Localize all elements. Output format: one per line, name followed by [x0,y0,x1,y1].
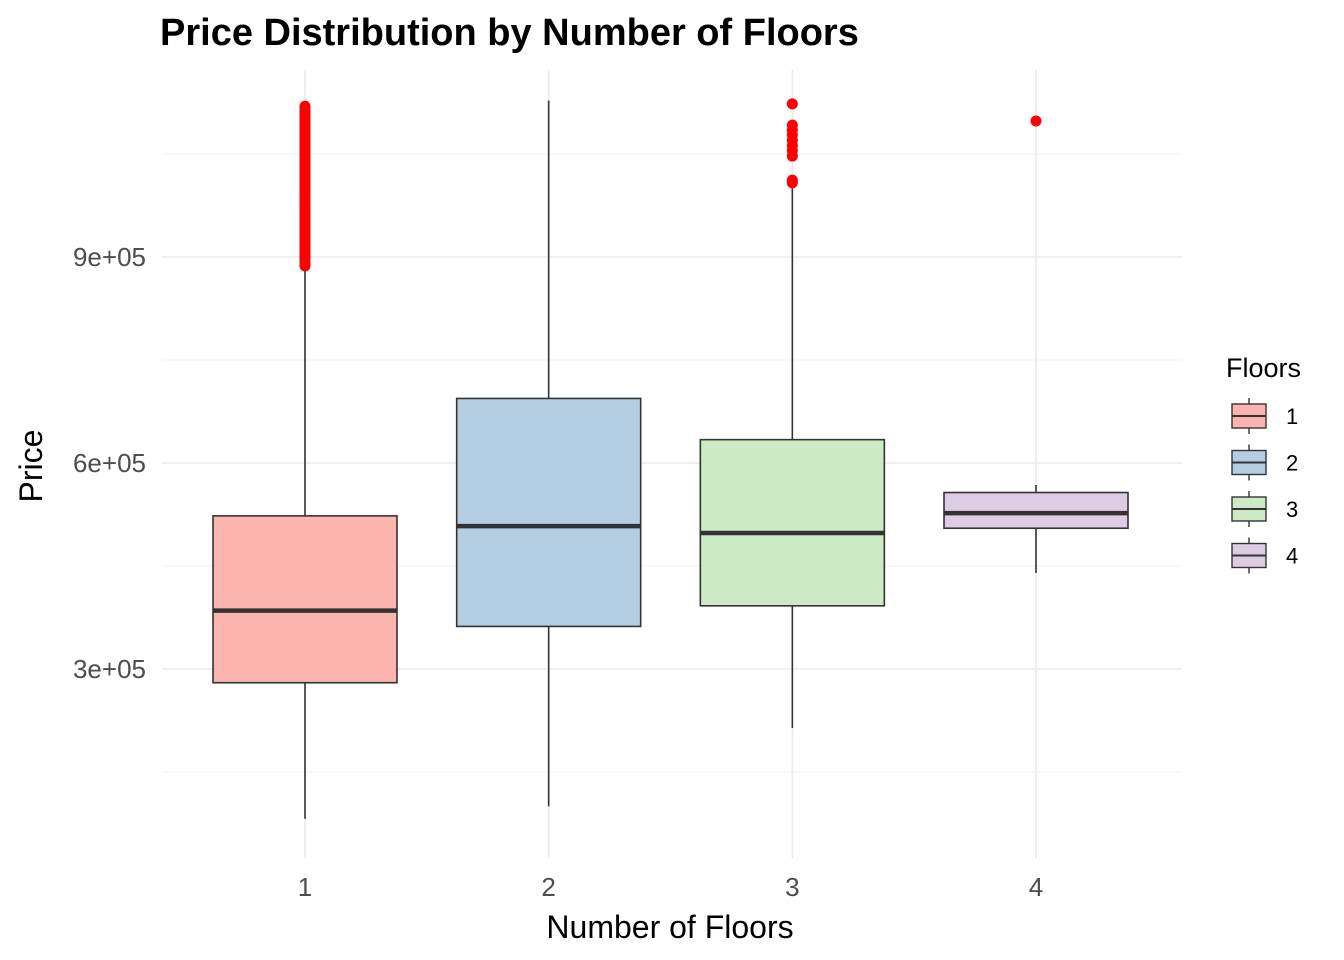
iqr-box [212,515,398,684]
legend-title: Floors [1226,353,1301,383]
major-gridlines [162,70,1182,858]
legend-item-1: 1 [1231,398,1298,434]
outlier-point [1030,115,1042,127]
outlier-point [786,98,798,110]
legend-item-4: 4 [1231,537,1298,574]
box-floor-1 [212,100,398,819]
y-tick-label: 9e+05 [73,242,146,272]
box-floor-4 [943,115,1129,573]
legend-item-2: 2 [1231,444,1298,481]
x-axis-title: Number of Floors [546,909,793,945]
legend-label: 3 [1286,497,1298,522]
x-axis-ticks: 1 2 3 4 [298,872,1043,902]
box-floor-3 [699,98,886,729]
chart-title: Price Distribution by Number of Floors [160,12,859,54]
legend: Floors 1 2 3 4 [1226,353,1301,574]
x-tick-label: 3 [785,872,799,902]
boxes [212,98,1129,819]
x-tick-label: 2 [541,872,555,902]
legend-label: 2 [1286,451,1298,476]
legend-label: 4 [1286,544,1298,569]
iqr-box [455,397,642,628]
outlier-point [786,119,798,131]
y-tick-label: 6e+05 [73,448,146,478]
x-tick-label: 1 [298,872,312,902]
legend-item-3: 3 [1231,491,1298,527]
y-axis-ticks: 3e+05 6e+05 9e+05 [73,242,146,684]
y-axis-title: Price [13,430,49,503]
iqr-box [699,438,886,607]
legend-label: 1 [1286,404,1298,429]
x-tick-label: 4 [1029,872,1043,902]
y-tick-label: 3e+05 [73,654,146,684]
outlier-point [786,174,798,186]
box-floor-2 [455,100,642,807]
iqr-box [943,491,1129,530]
outlier-point [299,100,311,112]
